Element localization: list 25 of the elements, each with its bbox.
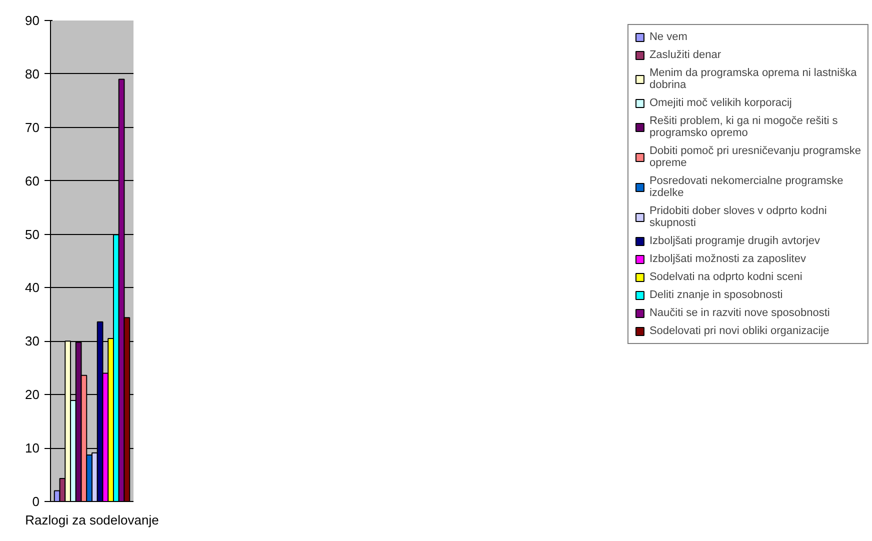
y-tick-label: 40 [25, 280, 40, 296]
legend-label: Menim da programska oprema ni lastniška dobrina [649, 67, 857, 91]
legend-label: Dobiti pomoč pri uresničevanju programske opreme [649, 145, 861, 169]
y-tick-label: 30 [25, 334, 40, 349]
x-tick-label: Razlogi za sodelovanje [25, 512, 159, 528]
y-tick-label: 0 [32, 494, 40, 509]
legend-label: Izboljšati programje drugih avtorjev [649, 235, 820, 247]
legend-label: Zaslužiti denar [649, 49, 721, 61]
y-tick-label: 70 [25, 120, 40, 135]
y-tick-label: 90 [25, 13, 40, 28]
legend-label: Izboljšati možnosti za zaposlitev [649, 253, 806, 265]
y-tick-label: 50 [25, 226, 40, 242]
y-tick-label: 80 [25, 66, 40, 82]
legend-label: Sodelvati na odprto kodni sceni [649, 271, 802, 283]
legend-label: Omejiti moč velikih korporacij [649, 97, 792, 109]
legend-label: Deliti znanje in sposobnosti [649, 289, 783, 301]
legend-label: Posredovati nekomercialne programske izdelke [649, 175, 844, 199]
legend-label: Rešiti problem, ki ga ni mogoče rešiti s programsko opremo [649, 115, 838, 139]
legend-label: Naučiti se in razviti nove sposobnosti [649, 307, 830, 319]
legend-label: Sodelovati pri novi obliki organizacije [649, 325, 830, 337]
legend-label: Pridobiti dober sloves v odprto kodni skupnosti [649, 205, 827, 229]
y-tick-label: 20 [25, 387, 40, 402]
y-tick-label: 10 [25, 440, 40, 456]
y-tick-label: 60 [25, 173, 40, 188]
legend-label: Ne vem [649, 31, 688, 43]
